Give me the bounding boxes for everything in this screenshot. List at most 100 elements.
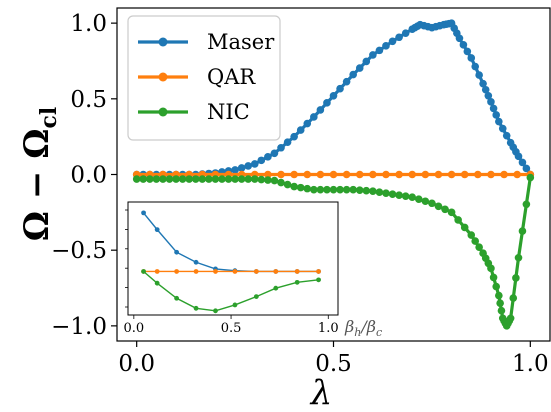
data-point-qar [408, 170, 417, 179]
data-point-maser [237, 164, 246, 172]
y-tick-label: −0.5 [51, 238, 107, 264]
data-point-maser [336, 84, 344, 93]
data-point-nic [178, 175, 187, 183]
data-point-qar [329, 170, 338, 179]
data-point-nic [250, 175, 259, 183]
data-point-maser [250, 160, 259, 168]
data-point-nic [342, 185, 351, 194]
data-point-maser [388, 37, 397, 46]
data-point-nic [329, 185, 338, 194]
data-point-maser [342, 77, 351, 86]
legend-label: NIC [207, 100, 250, 124]
data-point-nic [382, 189, 390, 197]
data-point-maser [492, 111, 501, 119]
inset-data-point [316, 269, 321, 274]
data-point-maser [495, 117, 503, 126]
inset-data-point [154, 280, 160, 286]
data-point-nic [323, 185, 331, 194]
data-point-nic [509, 294, 518, 302]
data-point-maser [484, 91, 493, 100]
inset-data-point [174, 249, 180, 255]
data-point-nic [492, 282, 501, 291]
inset-data-point [232, 269, 238, 274]
data-point-maser [369, 51, 377, 59]
legend-label: QAR [207, 65, 256, 89]
data-point-qar [342, 170, 351, 179]
data-point-maser [290, 132, 298, 141]
data-point-maser [479, 79, 487, 88]
inset-x-tick-label: 0.0 [123, 321, 144, 336]
inset-data-point [193, 259, 199, 265]
data-point-nic [395, 191, 403, 199]
data-point-qar [290, 170, 298, 179]
data-point-qar [369, 170, 377, 179]
y-tick-label: 0.0 [70, 163, 107, 189]
data-point-maser [518, 158, 527, 167]
data-point-nic [447, 208, 456, 217]
data-point-qar [500, 170, 508, 179]
data-point-maser [270, 149, 279, 158]
inset-data-point [316, 277, 321, 283]
data-point-maser [231, 166, 239, 174]
data-point-nic [211, 175, 220, 183]
data-point-nic [496, 299, 504, 307]
inset-x-tick-label: 0.5 [221, 321, 242, 336]
data-point-nic [434, 202, 443, 211]
data-point-maser [498, 124, 507, 133]
data-point-nic [191, 175, 200, 183]
inset-plot: 0.0 0.5 1.0 βh/βc [123, 201, 382, 339]
data-point-maser [296, 126, 305, 134]
data-point-qar [395, 170, 403, 179]
data-point-maser [522, 164, 531, 173]
inset-x-axis-label: βh/βc [344, 317, 382, 339]
data-point-maser [283, 138, 292, 147]
legend-marker [158, 107, 168, 117]
data-point-maser [463, 47, 472, 56]
data-point-maser [502, 131, 511, 140]
data-point-nic [270, 176, 279, 185]
data-point-nic [277, 178, 285, 187]
legend: Maser QAR NIC [127, 15, 281, 141]
data-point-nic [139, 175, 148, 183]
data-point-nic [152, 175, 161, 183]
data-point-nic [512, 274, 520, 282]
inset-frame [127, 201, 339, 316]
x-tick-label: 0.0 [118, 351, 155, 377]
data-point-nic [414, 195, 423, 204]
inset-data-point [174, 269, 180, 274]
data-point-nic [518, 227, 527, 235]
data-point-nic [316, 185, 325, 194]
data-point-nic [388, 190, 397, 198]
data-point-maser [362, 57, 371, 66]
data-point-nic [369, 187, 377, 195]
legend-entry-qar: QAR [138, 65, 256, 89]
y-axis-label: Ω − Ωcl [17, 107, 62, 241]
main-plot: −1.0 −0.5 0.0 0.5 1.0 0.0 0.5 1.0 [51, 7, 551, 377]
inset-data-point [253, 269, 259, 274]
data-point-nic [497, 306, 506, 315]
data-point-qar [355, 170, 364, 179]
data-point-nic [237, 175, 246, 183]
x-tick-label: 0.5 [315, 351, 352, 377]
data-point-maser [349, 70, 357, 79]
data-point-nic [296, 183, 305, 192]
inset-data-point [141, 269, 146, 274]
data-point-nic [165, 175, 174, 183]
inset-data-point [154, 227, 160, 233]
data-point-nic [408, 193, 417, 201]
data-point-nic [224, 175, 233, 183]
inset-data-point [154, 269, 160, 274]
inset-data-point [294, 279, 300, 285]
axis-labels: λ Ω − Ωcl [17, 107, 332, 412]
data-point-maser [329, 91, 338, 100]
inset-data-point [213, 308, 218, 314]
inset-data-point [273, 285, 279, 291]
data-point-maser [323, 99, 331, 107]
data-point-maser [382, 42, 390, 50]
y-tick-label: 1.0 [70, 11, 107, 37]
inset-data-point [193, 305, 199, 311]
data-point-nic [489, 273, 498, 282]
data-point-maser [481, 85, 490, 94]
data-point-nic [290, 182, 298, 191]
legend-marker [158, 72, 168, 82]
